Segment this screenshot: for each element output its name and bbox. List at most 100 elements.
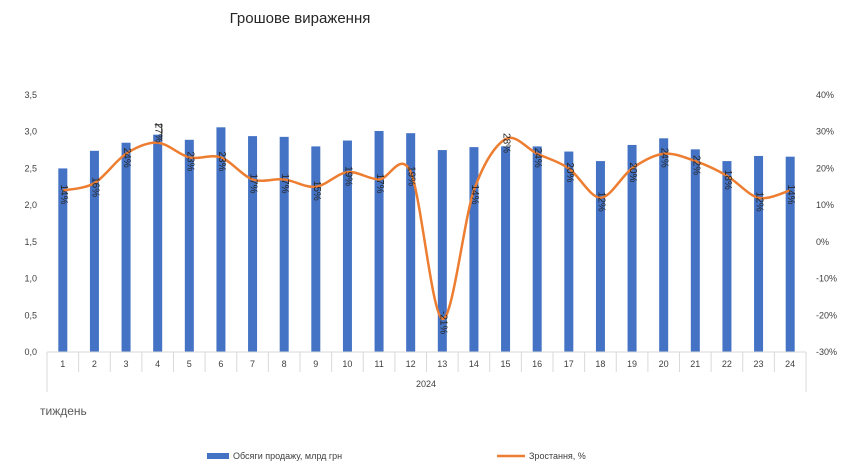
bar: [121, 142, 131, 352]
x-tick-label: 10: [342, 359, 352, 369]
y-tick-label: 0,0: [24, 347, 37, 357]
label-leader-line: [154, 124, 163, 140]
y2-tick-label: 30%: [816, 127, 834, 137]
legend-swatch-sales: [207, 453, 229, 459]
bar: [279, 136, 289, 352]
x-tick-label: 1: [60, 359, 65, 369]
bar-series: [58, 127, 795, 353]
growth-line: [62, 136, 791, 321]
growth-data-label: 20%: [627, 162, 638, 182]
x-tick-label: 13: [437, 359, 447, 369]
growth-data-label: 24%: [121, 148, 132, 168]
growth-data-label: -21%: [437, 311, 448, 334]
bar: [374, 130, 384, 352]
y2-tick-label: -10%: [816, 274, 837, 284]
y-tick-label: 1,0: [24, 274, 37, 284]
x-tick-label: 3: [124, 359, 129, 369]
bar: [627, 144, 637, 352]
growth-data-label: 23%: [216, 151, 227, 171]
bar: [311, 146, 321, 352]
bar: [690, 149, 700, 352]
bar: [184, 139, 194, 352]
bar: [564, 151, 574, 352]
x-tick-label: 6: [218, 359, 223, 369]
growth-data-label: 16%: [89, 177, 100, 197]
x-tick-label: 4: [155, 359, 160, 369]
legend-label-growth: Зростання, %: [529, 451, 586, 461]
y-tick-label: 0,5: [24, 310, 37, 320]
bar: [153, 134, 163, 352]
bar: [532, 146, 542, 352]
growth-data-label: 12%: [595, 192, 606, 212]
y-tick-label: 3,0: [24, 127, 37, 137]
growth-data-label: 28%: [501, 133, 512, 153]
growth-data-label: 24%: [532, 148, 543, 168]
growth-data-label: 23%: [184, 151, 195, 171]
x-tick-label: 18: [595, 359, 605, 369]
x-tick-label: 24: [785, 359, 795, 369]
x-tick-label: 9: [313, 359, 318, 369]
growth-data-label: 19%: [342, 166, 353, 186]
y2-tick-label: 20%: [816, 163, 834, 173]
x-tick-label: 22: [722, 359, 732, 369]
x-tick-label: 23: [754, 359, 764, 369]
y2-tick-label: 10%: [816, 200, 834, 210]
growth-data-label: 14%: [469, 184, 480, 204]
x-tick-label: 17: [564, 359, 574, 369]
y-tick-label: 3,5: [24, 90, 37, 100]
y-tick-label: 1,5: [24, 237, 37, 247]
y2-tick-label: -30%: [816, 347, 837, 357]
x-tick-label: 8: [282, 359, 287, 369]
x-tick-label: 16: [532, 359, 542, 369]
bar: [248, 136, 258, 352]
bar: [754, 155, 764, 352]
growth-data-label: 18%: [722, 170, 733, 190]
x-group-label: 2024: [416, 379, 436, 389]
growth-data-label: 15%: [311, 181, 322, 201]
growth-data-label: 17%: [248, 173, 259, 193]
y-tick-label: 2,0: [24, 200, 37, 210]
legend-label-sales: Обсяги продажу, млрд грн: [233, 451, 342, 461]
x-tick-label: 14: [469, 359, 479, 369]
line-series: [62, 136, 791, 321]
y2-tick-label: 40%: [816, 90, 834, 100]
bar: [469, 147, 479, 352]
growth-data-label: 19%: [406, 166, 417, 186]
bar: [216, 127, 226, 353]
bar: [785, 156, 795, 352]
left-axis-ticks: 0,0 0,5 1,0 1,5 2,0 2,5 3,0 3,5: [24, 90, 37, 357]
growth-data-label: 20%: [564, 162, 575, 182]
growth-data-label: 22%: [690, 155, 701, 175]
bar: [342, 140, 352, 352]
bar: [89, 150, 99, 352]
x-axis-title: тиждень: [40, 404, 87, 418]
bar: [722, 161, 732, 352]
x-tick-label: 11: [374, 359, 383, 369]
x-tick-label: 2: [92, 359, 97, 369]
growth-data-label: 17%: [279, 173, 290, 193]
growth-data-label: 17%: [374, 173, 385, 193]
bar: [406, 133, 416, 352]
y2-tick-label: 0%: [816, 237, 829, 247]
x-tick-label: 20: [659, 359, 669, 369]
y-tick-label: 2,5: [24, 163, 37, 173]
x-tick-label: 21: [690, 359, 700, 369]
bar: [58, 168, 68, 352]
x-tick-label: 5: [187, 359, 192, 369]
growth-data-label: 14%: [785, 184, 796, 204]
growth-data-label: 24%: [659, 148, 670, 168]
x-tick-label: 7: [250, 359, 255, 369]
y2-tick-label: -20%: [816, 310, 837, 320]
x-tick-label: 12: [406, 359, 416, 369]
legend: Обсяги продажу, млрд грн Зростання, %: [207, 451, 586, 461]
bar: [659, 138, 669, 352]
bar: [501, 146, 511, 352]
bar: [437, 150, 447, 352]
chart-title: Грошове вираження: [230, 10, 371, 27]
x-tick-label: 15: [501, 359, 511, 369]
x-tick-label: 19: [627, 359, 637, 369]
x-axis: 1 2 3 4 5 6 7 8 9 10 11 12 13 14 15 16 17 18 19 20 21 22 23 24: [46, 351, 807, 392]
bar: [595, 161, 605, 352]
data-labels: 14% 16% 24% 27% 23% 23% 17% 17% 15% 19% 17% 19% -21%…: [58, 123, 796, 335]
